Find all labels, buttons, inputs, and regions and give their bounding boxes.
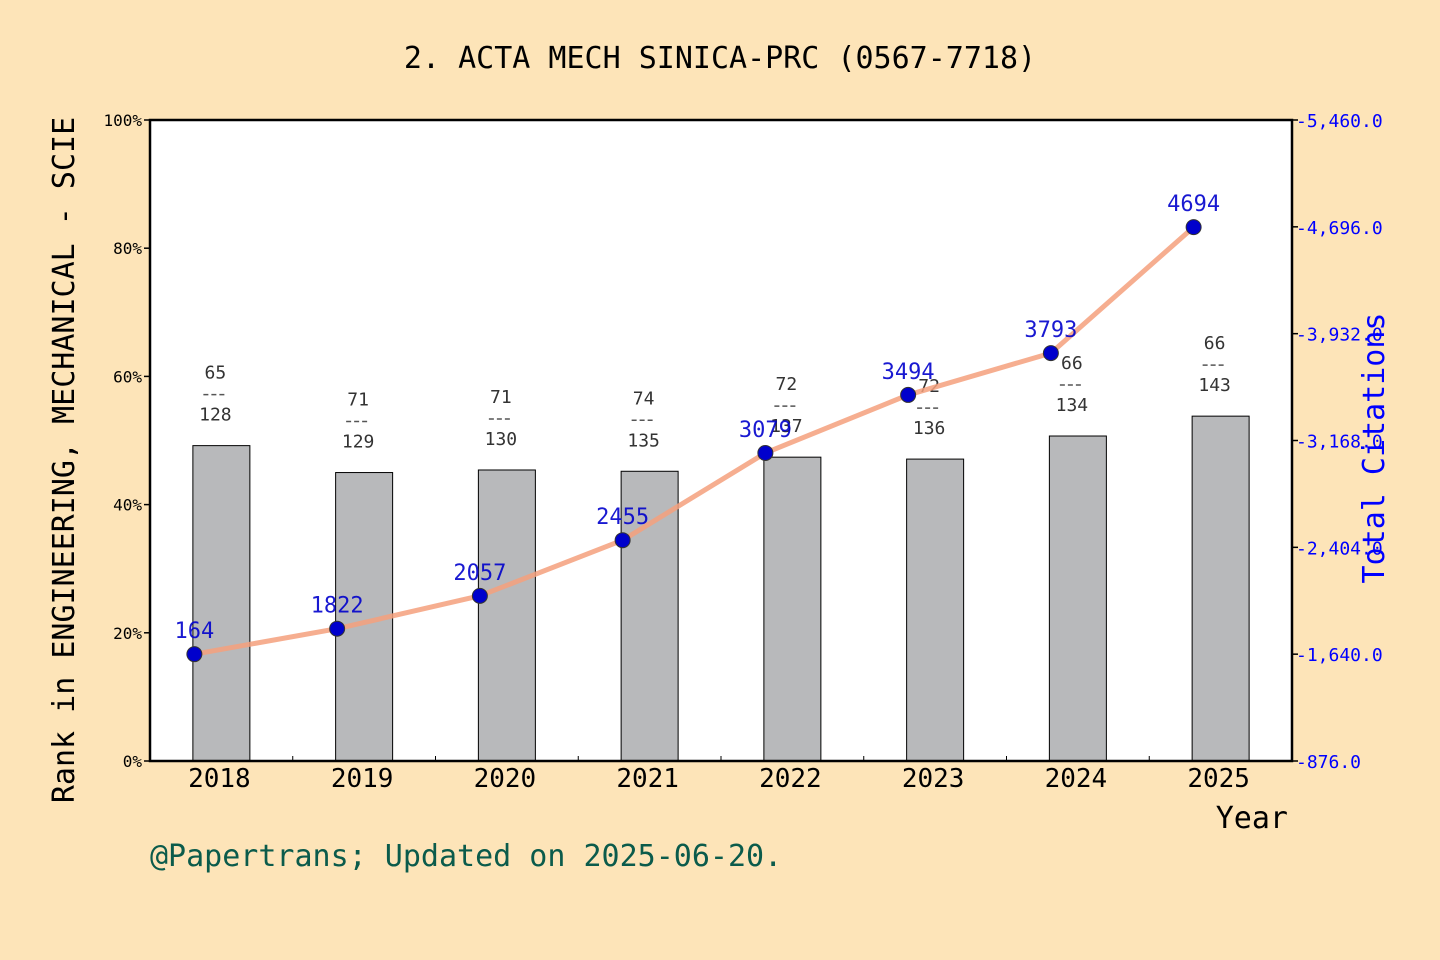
bar-total-label: 143 [1198,375,1231,396]
y2-tick-label: -1,640.0 [1296,645,1383,666]
citation-point-label: 164 [175,619,215,644]
bar-total-label: 136 [913,418,946,439]
bar [763,456,822,762]
y2-tick-label: -3,168.0 [1296,432,1383,453]
citation-point-label: 3079 [739,418,792,443]
citation-point-label: 3793 [1024,318,1077,343]
bar-rank-label: 74 [633,388,655,409]
bar [1048,435,1107,762]
bar [192,445,251,762]
citation-point-label: 2455 [596,505,649,530]
x-tick-label: 2024 [1045,764,1108,794]
bar [620,470,679,762]
left-axis: 0% 20% 40% 60% 80% 100% [103,111,150,771]
y2-tick-label: -4,696.0 [1296,218,1383,239]
citation-point [614,532,631,549]
y-tick-label: 60% [113,367,142,386]
y2-tick-label: -3,932.0 [1296,325,1383,346]
bar-total-label: 130 [485,429,518,450]
bar-rank-label: 66 [1204,333,1226,354]
bar-rank-label: 66 [1061,353,1083,374]
bar [477,469,536,762]
citation-point [1042,345,1059,362]
y2-axis-label: Total Citations [1357,313,1392,584]
bar-total-label: 135 [627,430,660,451]
y-tick-label: 40% [113,496,142,515]
citation-point [900,386,917,403]
y-tick-label: 80% [113,239,142,258]
y-tick-label: 20% [113,624,142,643]
x-axis: 2018 2019 2020 2021 2022 2023 2024 2025 [149,756,1293,794]
x-tick-label: 2018 [188,764,251,794]
x-tick-label: 2022 [759,764,822,794]
bar-rank-label: 71 [490,387,512,408]
bar-rank-label: 65 [205,363,227,384]
x-axis-label: Year [1216,801,1288,836]
citation-point-label: 1822 [311,594,364,619]
y2-tick-label: -2,404.0 [1296,538,1383,559]
y2-tick-label: -876.0 [1296,752,1361,773]
bar-rank-label: 71 [347,390,369,411]
x-tick-label: 2020 [474,764,537,794]
x-tick-label: 2023 [902,764,965,794]
bar-series [192,415,1250,762]
x-tick-label: 2025 [1187,764,1250,794]
citation-point-label: 3494 [882,360,935,385]
y2-tick-label: -5,460.0 [1296,111,1383,132]
bar-total-label: 134 [1056,395,1089,416]
y-axis-label: Rank in ENGINEERING, MECHANICAL - SCIE [47,117,82,803]
citation-line [193,225,1196,657]
right-axis: -876.0 -1,640.0 -2,404.0 -3,168.0 -3,932.0 -4… [1292,111,1383,773]
y-tick-label: 100% [103,111,142,130]
footer-note: @Papertrans; Updated on 2025-06-20. [150,839,782,874]
citation-point [471,587,488,604]
citation-line-series: 164 1822 2057 2455 3079 3494 3793 4694 [175,192,1220,663]
citation-point [329,620,346,637]
bar-total-label: 128 [199,405,232,426]
citation-point-label: 4694 [1167,192,1220,217]
bar-total-label: 129 [342,432,375,453]
citation-point [757,444,774,461]
citation-point [1185,219,1202,236]
y-tick-label: 0% [123,752,143,771]
bar-rank-label: 72 [776,374,798,395]
citation-point-label: 2057 [453,561,506,586]
x-tick-label: 2021 [616,764,679,794]
chart-title: 2. ACTA MECH SINICA-PRC (0567-7718) [404,41,1036,76]
plot-area [150,120,1292,761]
bar-total-label: 137 [770,416,803,437]
x-tick-label: 2019 [331,764,394,794]
bar [906,458,965,762]
citation-point [186,646,203,663]
bar [1191,415,1250,762]
